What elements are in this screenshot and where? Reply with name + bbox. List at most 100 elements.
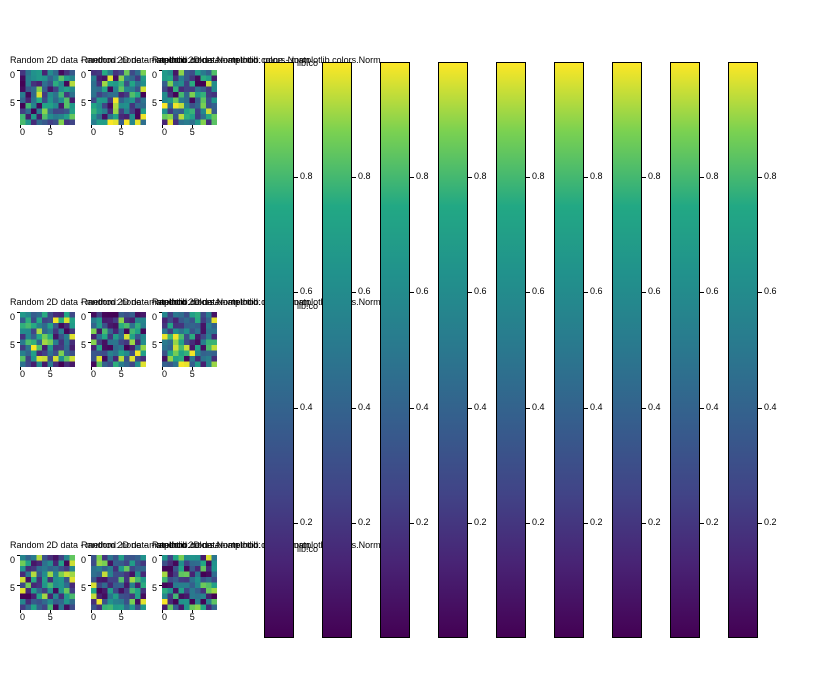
xtick-label: 0 xyxy=(20,612,25,622)
ytick-label: 5 xyxy=(81,98,86,108)
colorbar-tick-mark xyxy=(468,523,472,524)
colorbar-tick-mark xyxy=(758,408,762,409)
colorbar-tick-label: 0.4 xyxy=(300,402,313,412)
ytick-label: 0 xyxy=(152,70,157,80)
colorbar-tick-mark xyxy=(758,292,762,293)
colorbar: 0.20.40.60.8 xyxy=(264,62,294,638)
xtick-label: 5 xyxy=(119,127,124,137)
colorbar-tick-label: 0.6 xyxy=(532,286,545,296)
colorbar-tick-mark xyxy=(294,177,298,178)
colorbar-tick-mark xyxy=(584,523,588,524)
xtick-label: 5 xyxy=(48,612,53,622)
colorbar-tick-label: 0.8 xyxy=(416,171,429,181)
colorbar: 0.20.40.60.8 xyxy=(322,62,352,638)
heatmap-subplot: Random 2D data - method: none - matplotl… xyxy=(20,312,85,367)
xtick-label: 5 xyxy=(190,612,195,622)
colorbar-tick-mark xyxy=(294,292,298,293)
colorbar: 0.20.40.60.8 xyxy=(728,62,758,638)
colorbar: 0.20.40.60.8 xyxy=(380,62,410,638)
colorbar-tick-label: 0.6 xyxy=(764,286,777,296)
colorbar-tick-mark xyxy=(642,523,646,524)
colorbar-tick-label: 0.6 xyxy=(706,286,719,296)
heatmap-image xyxy=(20,70,75,125)
colorbar-tick-label: 0.2 xyxy=(648,517,661,527)
colorbar-tick-label: 0.2 xyxy=(764,517,777,527)
colorbar-tick-label: 0.6 xyxy=(648,286,661,296)
colorbar-tick-mark xyxy=(352,292,356,293)
ytick-label: 5 xyxy=(10,98,15,108)
colorbar-tick-mark xyxy=(700,408,704,409)
colorbar-tick-label: 0.2 xyxy=(474,517,487,527)
heatmap-subplot: Random 2D data - method: none - matplotl… xyxy=(91,70,156,125)
xtick-label: 0 xyxy=(162,612,167,622)
ytick-label: 0 xyxy=(152,555,157,565)
colorbar-tick-label: 0.4 xyxy=(590,402,603,412)
ytick-label: 5 xyxy=(10,583,15,593)
colorbar-tick-label: 0.4 xyxy=(706,402,719,412)
xtick-label: 0 xyxy=(91,369,96,379)
colorbar-tick-label: 0.8 xyxy=(764,171,777,181)
colorbar-tick-label: 0.8 xyxy=(300,171,313,181)
ytick-label: 5 xyxy=(152,583,157,593)
xtick-label: 0 xyxy=(20,369,25,379)
colorbar-gradient xyxy=(438,62,468,638)
colorbar-tick-mark xyxy=(642,292,646,293)
colorbar-tick-mark xyxy=(294,523,298,524)
heatmap-subplot: Random 2D data - method: none - matplotl… xyxy=(162,555,227,610)
colorbar-tick-mark xyxy=(642,408,646,409)
colorbar-tick-mark xyxy=(410,292,414,293)
colorbar-tick-label: 0.2 xyxy=(706,517,719,527)
colorbar-tick-label: 0.8 xyxy=(532,171,545,181)
xtick-label: 0 xyxy=(162,369,167,379)
colorbar-tick-mark xyxy=(758,177,762,178)
colorbar-tick-label: 0.4 xyxy=(764,402,777,412)
ytick-label: 5 xyxy=(10,340,15,350)
colorbar-tick-mark xyxy=(700,523,704,524)
colorbar-tick-label: 0.8 xyxy=(474,171,487,181)
ytick-label: 0 xyxy=(10,70,15,80)
colorbar-tick-label: 0.4 xyxy=(474,402,487,412)
colorbar-tick-label: 0.4 xyxy=(532,402,545,412)
colorbar: 0.20.40.60.8 xyxy=(612,62,642,638)
colorbar-tick-mark xyxy=(526,408,530,409)
subplot-row: Random 2D data - method: none - matplotl… xyxy=(20,70,227,125)
colorbar-tick-mark xyxy=(584,177,588,178)
colorbar-gradient xyxy=(322,62,352,638)
ytick-label: 0 xyxy=(81,312,86,322)
colorbar-tick-mark xyxy=(526,523,530,524)
colorbar: 0.20.40.60.8 xyxy=(496,62,526,638)
ytick-label: 5 xyxy=(81,340,86,350)
colorbar-tick-label: 0.6 xyxy=(300,286,313,296)
colorbar-tick-mark xyxy=(526,177,530,178)
colorbar-tick-label: 0.2 xyxy=(358,517,371,527)
ytick-label: 0 xyxy=(10,312,15,322)
subplot-row: Random 2D data - method: none - matplotl… xyxy=(20,312,227,367)
ytick-label: 0 xyxy=(10,555,15,565)
heatmap-subplot: Random 2D data - method: none - matplotl… xyxy=(162,70,227,125)
colorbar-tick-mark xyxy=(584,408,588,409)
xtick-label: 5 xyxy=(48,369,53,379)
heatmap-subplot: Random 2D data - method: none - matplotl… xyxy=(20,70,85,125)
colorbar-tick-mark xyxy=(352,177,356,178)
ytick-label: 0 xyxy=(81,70,86,80)
heatmap-image xyxy=(91,70,146,125)
ytick-label: 5 xyxy=(152,340,157,350)
colorbar-tick-label: 0.8 xyxy=(590,171,603,181)
heatmap-image xyxy=(162,555,217,610)
xtick-label: 0 xyxy=(20,127,25,137)
heatmap-image xyxy=(162,70,217,125)
ytick-label: 0 xyxy=(81,555,86,565)
ytick-label: 5 xyxy=(152,98,157,108)
heatmap-subplot: Random 2D data - method: none - matplotl… xyxy=(162,312,227,367)
colorbar-tick-label: 0.8 xyxy=(358,171,371,181)
ytick-label: 5 xyxy=(81,583,86,593)
heatmap-image xyxy=(20,312,75,367)
subplot-row: Random 2D data - method: none - matplotl… xyxy=(20,555,227,610)
colorbar-tick-label: 0.6 xyxy=(590,286,603,296)
colorbar-tick-mark xyxy=(410,523,414,524)
heatmap-image xyxy=(162,312,217,367)
colorbar-tick-mark xyxy=(352,408,356,409)
colorbar-tick-mark xyxy=(410,408,414,409)
heatmap-subplot: Random 2D data - method: none - matplotl… xyxy=(91,312,156,367)
colorbar-tick-mark xyxy=(758,523,762,524)
